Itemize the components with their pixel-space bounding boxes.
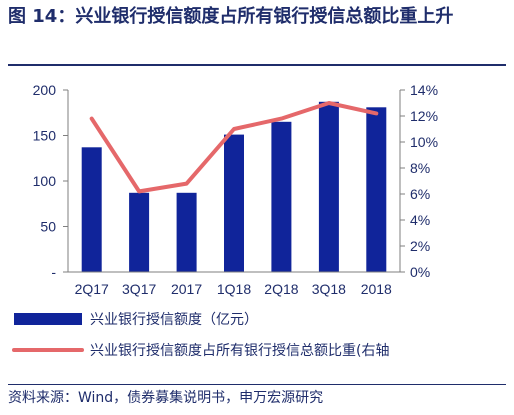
legend-bar-swatch	[14, 313, 82, 325]
legend-bar-label: 兴业银行授信额度（亿元）	[90, 312, 258, 328]
left-tick-label: 200	[33, 82, 57, 98]
x-tick-label: 3Q17	[122, 281, 156, 297]
bar-1Q18	[224, 134, 244, 272]
right-tick-label: 10%	[410, 134, 438, 150]
left-tick-label: -	[51, 264, 56, 280]
bar-2Q17	[81, 147, 102, 272]
legend-line-label: 兴业银行授信额度占所有银行授信总额比重(右轴	[90, 343, 389, 359]
ratio-line	[89, 101, 379, 194]
right-tick-label: 0%	[410, 264, 430, 280]
left-tick-label: 150	[33, 128, 57, 144]
x-tick-label: 3Q18	[312, 281, 346, 297]
right-tick-label: 12%	[410, 108, 438, 124]
source-note: 资料来源：Wind，债券募集说明书，申万宏源研究	[8, 390, 324, 406]
bar-2017	[176, 192, 197, 272]
chart-axes: 200 150 100 50 - 14% 12% 10% 8% 6% 4% 2% 0% 2Q17 3Q17 2…	[33, 82, 438, 297]
bar-3Q17	[129, 192, 150, 272]
bar-series	[81, 101, 387, 272]
figure-title: 图 14：兴业银行授信额度占所有银行授信总额比重上升	[8, 6, 454, 27]
left-tick-label: 50	[40, 219, 56, 235]
x-tick-label: 2Q18	[264, 281, 298, 297]
bar-2018	[366, 107, 387, 272]
left-tick-label: 100	[33, 173, 57, 189]
x-tick-label: 2017	[171, 281, 202, 297]
right-tick-label: 8%	[410, 160, 430, 176]
line-series	[89, 101, 379, 194]
right-tick-label: 4%	[410, 212, 430, 228]
footer-divider	[8, 384, 506, 385]
bar-2Q18	[271, 121, 292, 272]
right-tick-label: 2%	[410, 238, 430, 254]
x-tick-label: 2Q17	[75, 281, 109, 297]
right-tick-label: 6%	[410, 186, 430, 202]
title-divider	[8, 64, 506, 66]
x-tick-label: 2018	[361, 281, 392, 297]
x-tick-label: 1Q18	[217, 281, 251, 297]
right-tick-label: 14%	[410, 82, 438, 98]
bar-3Q18	[318, 101, 339, 272]
combo-chart: 200 150 100 50 - 14% 12% 10% 8% 6% 4% 2% 0% 2Q17 3Q17 2…	[12, 82, 438, 359]
chart-legend: 兴业银行授信额度（亿元） 兴业银行授信额度占所有银行授信总额比重(右轴	[12, 312, 389, 359]
